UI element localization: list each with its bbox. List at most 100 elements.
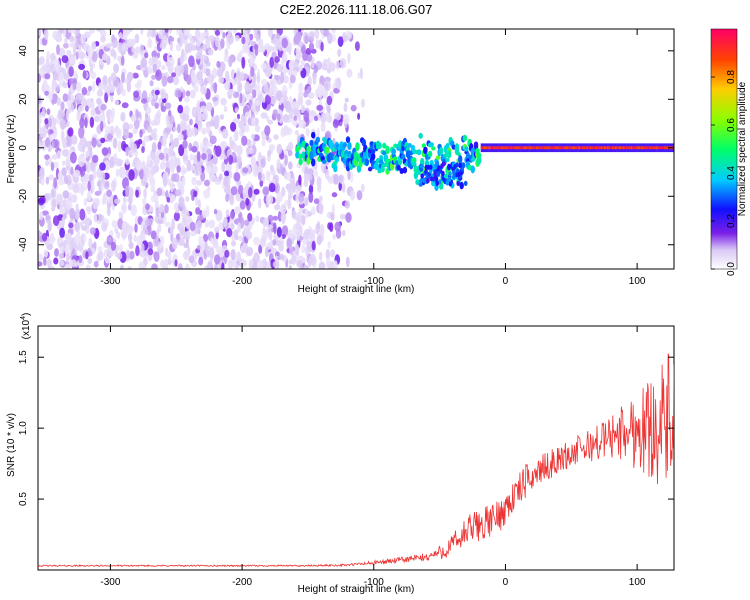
heatmap-cell [333, 87, 340, 94]
heatmap-cell [323, 58, 329, 64]
heatmap-cell [69, 56, 76, 65]
heatmap-cell [361, 98, 365, 108]
heatmap-cell [172, 76, 180, 86]
heatmap-cell [342, 114, 350, 125]
heatmap-cell [237, 82, 243, 92]
heatmap-cell [350, 104, 357, 112]
heatmap-cell [420, 173, 425, 179]
heatmap-cell [355, 143, 360, 151]
heatmap-cell [483, 146, 486, 150]
heatmap-cell [198, 124, 202, 132]
heatmap-cell [318, 195, 323, 203]
heatmap-cell [78, 63, 85, 70]
heatmap-cell [180, 86, 184, 93]
heatmap-cell [413, 171, 419, 180]
heatmap-cell [267, 29, 273, 38]
heatmap-cell [415, 179, 420, 185]
heatmap-cell [273, 134, 279, 140]
heatmap-cell [337, 36, 344, 47]
heatmap-cell [331, 147, 336, 152]
exponent-label: (x104) [20, 313, 32, 340]
heatmap-cell [453, 164, 457, 170]
heatmap-cell [475, 147, 480, 154]
heatmap-cell [347, 142, 352, 150]
heatmap-cell [298, 207, 303, 217]
heatmap-cell [456, 180, 461, 186]
heatmap-cell [233, 130, 239, 142]
heatmap-cell [665, 146, 668, 150]
heatmap-cell [205, 245, 212, 258]
heatmap-cell [216, 60, 221, 68]
heatmap-cell [177, 133, 184, 141]
heatmap-cell [91, 41, 97, 50]
heatmap-cell [312, 75, 317, 85]
heatmap-cell [176, 29, 181, 36]
heatmap-cell [266, 224, 273, 230]
heatmap-cell [79, 117, 85, 129]
heatmap-cell [131, 46, 135, 53]
heatmap-cell [78, 161, 85, 168]
heatmap-cell [240, 71, 245, 82]
heatmap-cell [638, 146, 641, 150]
spectrogram-frame [37, 28, 675, 270]
heatmap-cell [204, 77, 208, 87]
heatmap-cell [509, 146, 511, 150]
heatmap-cell [222, 128, 229, 139]
heatmap-cell [229, 210, 235, 220]
heatmap-cell [89, 63, 94, 72]
heatmap-cell [171, 72, 177, 78]
heatmap-cell [96, 180, 101, 188]
heatmap-cell [221, 262, 225, 269]
heatmap-cell [297, 110, 301, 123]
heatmap-cell [110, 72, 117, 82]
heatmap-cell [219, 76, 225, 84]
heatmap-cell [126, 71, 134, 82]
heatmap-cell [72, 82, 76, 91]
top-y-axis-label: Frequency (Hz) [6, 115, 17, 184]
heatmap-cell [611, 146, 614, 150]
heatmap-cell [144, 167, 150, 178]
top-ytick-label: 20 [18, 93, 29, 105]
heatmap-cell [304, 197, 309, 206]
heatmap-cell [456, 152, 461, 156]
heatmap-cell [91, 50, 98, 63]
heatmap-cell [244, 219, 250, 226]
heatmap-cell [429, 164, 433, 170]
heatmap-cell [197, 199, 201, 210]
heatmap-cell [121, 205, 126, 211]
heatmap-cell [50, 188, 55, 199]
heatmap-cell [326, 95, 333, 106]
heatmap-cell [59, 246, 65, 254]
heatmap-cell [74, 37, 78, 50]
heatmap-cell [49, 133, 56, 140]
heatmap-cell [334, 221, 342, 232]
heatmap-cell [106, 133, 113, 141]
heatmap-cell [537, 146, 540, 150]
heatmap-cell [198, 235, 203, 247]
heatmap-cell [79, 208, 86, 221]
heatmap-cell [157, 52, 160, 58]
heatmap-cell [294, 244, 300, 256]
heatmap-cell [162, 97, 167, 104]
heatmap-cell [424, 169, 428, 175]
heatmap-cell [191, 176, 197, 186]
heatmap-cell [147, 38, 153, 49]
heatmap-cell [317, 220, 321, 231]
heatmap-cell [416, 149, 422, 156]
heatmap-cell [268, 182, 276, 193]
heatmap-cell [575, 146, 578, 150]
heatmap-cell [168, 147, 174, 157]
heatmap-cell [145, 203, 150, 211]
heatmap-cell [264, 246, 269, 258]
heatmap-cell [114, 198, 121, 204]
bottom-xtick-label: -200 [232, 577, 252, 588]
heatmap-cell [343, 102, 348, 113]
heatmap-cell [325, 248, 331, 260]
heatmap-cell [313, 65, 319, 74]
heatmap-cell [331, 192, 338, 198]
colorbar-tick-label: 0.8 [726, 70, 737, 84]
heatmap-cell [290, 102, 297, 109]
heatmap-cell [189, 89, 196, 99]
heatmap-cell [578, 146, 581, 150]
heatmap-cell [158, 152, 165, 160]
